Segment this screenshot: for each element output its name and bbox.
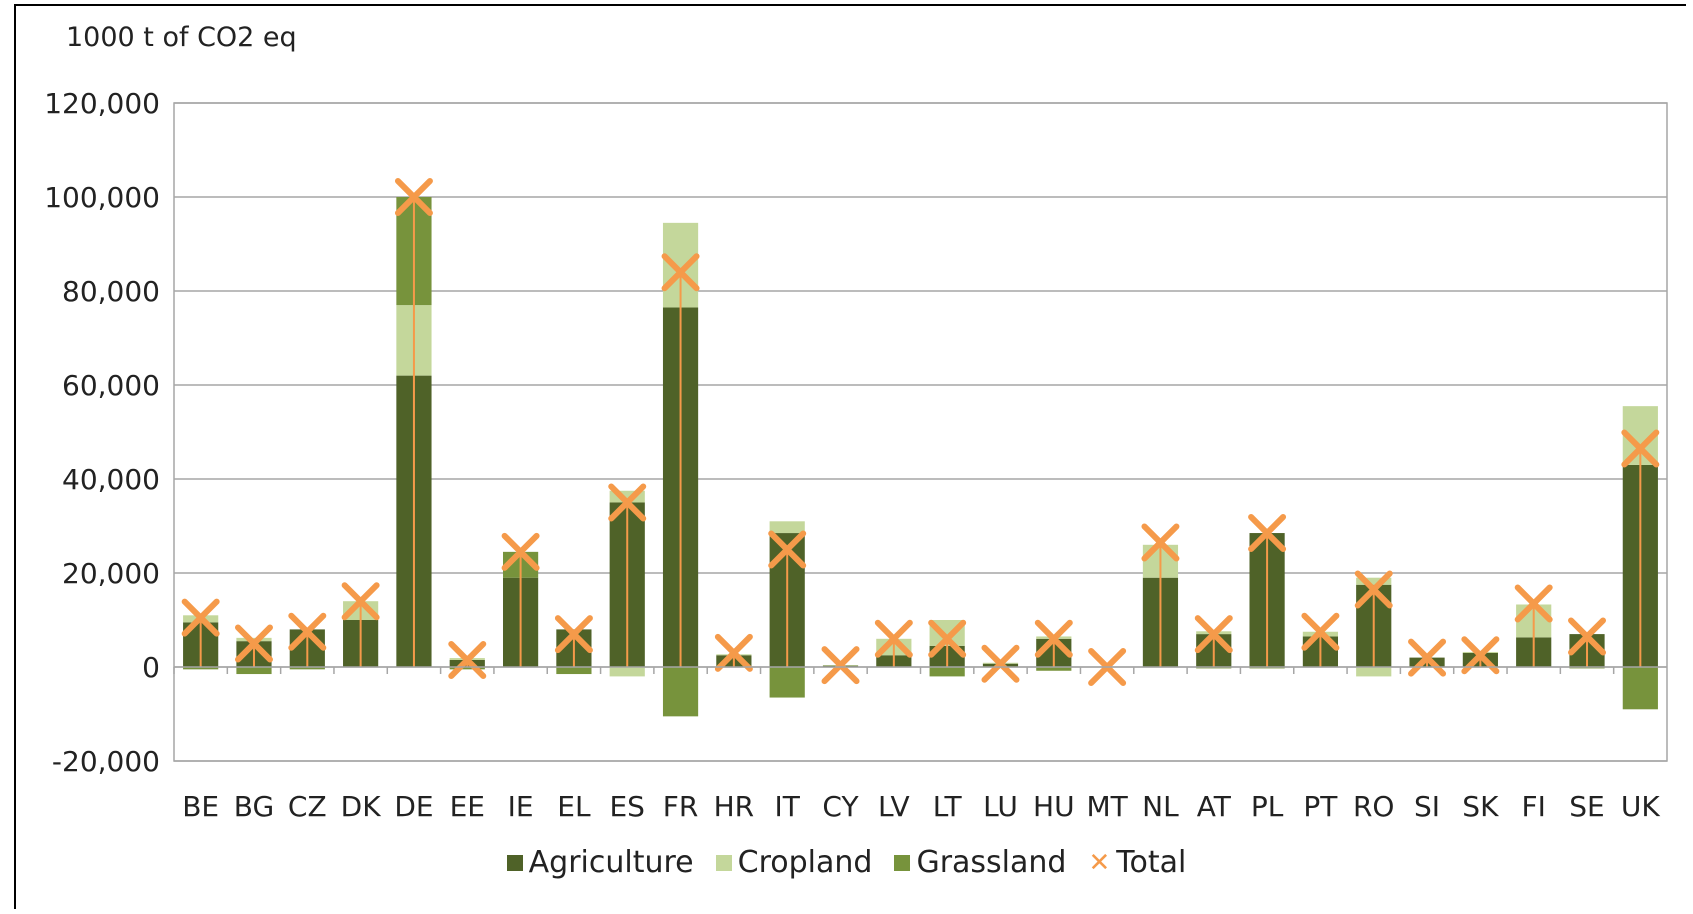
total-marker-uk <box>1621 429 1660 468</box>
legend-x-marker-icon: ✕ <box>1088 847 1111 878</box>
bar-grassland-negative-cz <box>289 667 325 670</box>
x-tick-label: DE <box>394 790 433 823</box>
total-marker-be <box>181 598 220 637</box>
total-marker-it <box>768 530 807 569</box>
total-marker-ee <box>448 640 487 679</box>
legend-item-total: ✕ Total <box>1088 845 1186 880</box>
total-marker-ro <box>1354 570 1393 609</box>
total-marker-fi <box>1514 584 1553 623</box>
x-tick-label: CZ <box>288 790 327 823</box>
y-tick-label: 40,000 <box>62 463 160 496</box>
y-tick-label: -20,000 <box>52 745 160 778</box>
x-tick-label: BG <box>234 790 274 823</box>
legend-swatch-grassland <box>894 854 911 871</box>
total-marker-dk <box>341 582 380 621</box>
total-marker-el <box>554 615 593 654</box>
x-tick-label: DK <box>341 790 382 823</box>
x-tick-label: PL <box>1251 790 1284 823</box>
bar-grassland-negative-be <box>183 667 219 670</box>
total-marker-sk <box>1461 636 1500 675</box>
total-marker-de <box>394 178 433 216</box>
x-tick-label: EL <box>557 790 591 823</box>
y-tick-label: 80,000 <box>62 275 160 308</box>
bar-grassland-negative-it <box>769 667 805 698</box>
total-marker-hr <box>714 633 753 672</box>
total-marker-si <box>1408 638 1447 677</box>
x-tick-label: HU <box>1033 790 1075 823</box>
x-tick-label: LU <box>983 790 1018 823</box>
bar-cropland-it <box>769 521 805 534</box>
total-marker-cz <box>288 612 327 651</box>
x-tick-label: PT <box>1303 790 1338 823</box>
x-tick-label: FR <box>663 790 699 823</box>
legend-label-cropland: Cropland <box>737 845 873 880</box>
total-marker-es <box>608 483 647 522</box>
x-tick-label: MT <box>1086 790 1128 823</box>
total-marker-hu <box>1034 619 1073 658</box>
bar-cropland-negative-ro <box>1356 667 1392 677</box>
x-tick-label: CY <box>822 790 859 823</box>
x-tick-label: AT <box>1197 790 1232 823</box>
bar-cropland-es <box>609 490 645 503</box>
chart-frame <box>14 4 1686 909</box>
y-tick-label: 100,000 <box>44 181 160 214</box>
bar-grassland-negative-fr <box>662 667 699 717</box>
total-marker-ie <box>501 532 540 571</box>
y-tick-label: 20,000 <box>62 557 160 590</box>
x-tick-label: HR <box>714 790 755 823</box>
legend-label-grassland: Grassland <box>916 845 1067 880</box>
legend-label-agriculture: Agriculture <box>528 845 694 880</box>
x-tick-label: SK <box>1462 790 1499 823</box>
y-tick-label: 60,000 <box>62 369 160 402</box>
x-tick-label: SE <box>1569 790 1604 823</box>
bar-grassland-negative-hu <box>1036 667 1072 671</box>
x-tick-label: IT <box>775 790 801 823</box>
legend-label-total: Total <box>1116 845 1187 880</box>
total-marker-lu <box>981 644 1020 683</box>
legend-item-cropland: Cropland <box>715 845 873 880</box>
total-marker-lt <box>928 619 967 658</box>
x-tick-label: EE <box>450 790 485 823</box>
bar-grassland-negative-lt <box>929 667 965 677</box>
x-tick-label: ES <box>609 790 644 823</box>
legend-swatch-cropland <box>715 854 732 871</box>
total-marker-at <box>1194 615 1233 654</box>
total-marker-cy <box>821 646 860 685</box>
x-tick-label: IE <box>508 790 534 823</box>
y-unit-label: 1000 t of CO2 eq <box>66 22 297 53</box>
legend-swatch-agriculture <box>506 854 523 871</box>
total-marker-nl <box>1141 523 1180 562</box>
legend: Agriculture Cropland Grassland ✕ Total <box>0 845 1693 880</box>
x-tick-label: NL <box>1142 790 1179 823</box>
bar-grassland-negative-ee <box>449 667 485 670</box>
total-marker-pl <box>1248 514 1287 553</box>
total-marker-se <box>1568 617 1607 656</box>
total-marker-lv <box>874 619 913 658</box>
y-tick-label: 0 <box>142 651 160 684</box>
x-tick-label: BE <box>182 790 219 823</box>
bar-cropland-ro <box>1356 577 1392 585</box>
bar-grassland-negative-uk <box>1622 667 1658 710</box>
x-tick-label: LV <box>878 790 910 823</box>
x-tick-label: UK <box>1621 790 1660 823</box>
bar-grassland-negative-el <box>556 667 592 675</box>
plot-area <box>173 102 1668 762</box>
legend-item-grassland: Grassland <box>894 845 1066 880</box>
y-tick-label: 120,000 <box>44 87 160 120</box>
x-tick-label: FI <box>1522 790 1546 823</box>
bar-cropland-negative-es <box>609 667 645 677</box>
total-marker-fr <box>661 253 700 292</box>
x-tick-label: RO <box>1353 790 1395 823</box>
x-tick-label: SI <box>1414 790 1440 823</box>
x-tick-label: LT <box>933 790 963 823</box>
total-marker-pt <box>1301 612 1340 651</box>
legend-item-agriculture: Agriculture <box>506 845 694 880</box>
bar-grassland-negative-bg <box>236 667 272 675</box>
total-marker-bg <box>234 624 273 663</box>
